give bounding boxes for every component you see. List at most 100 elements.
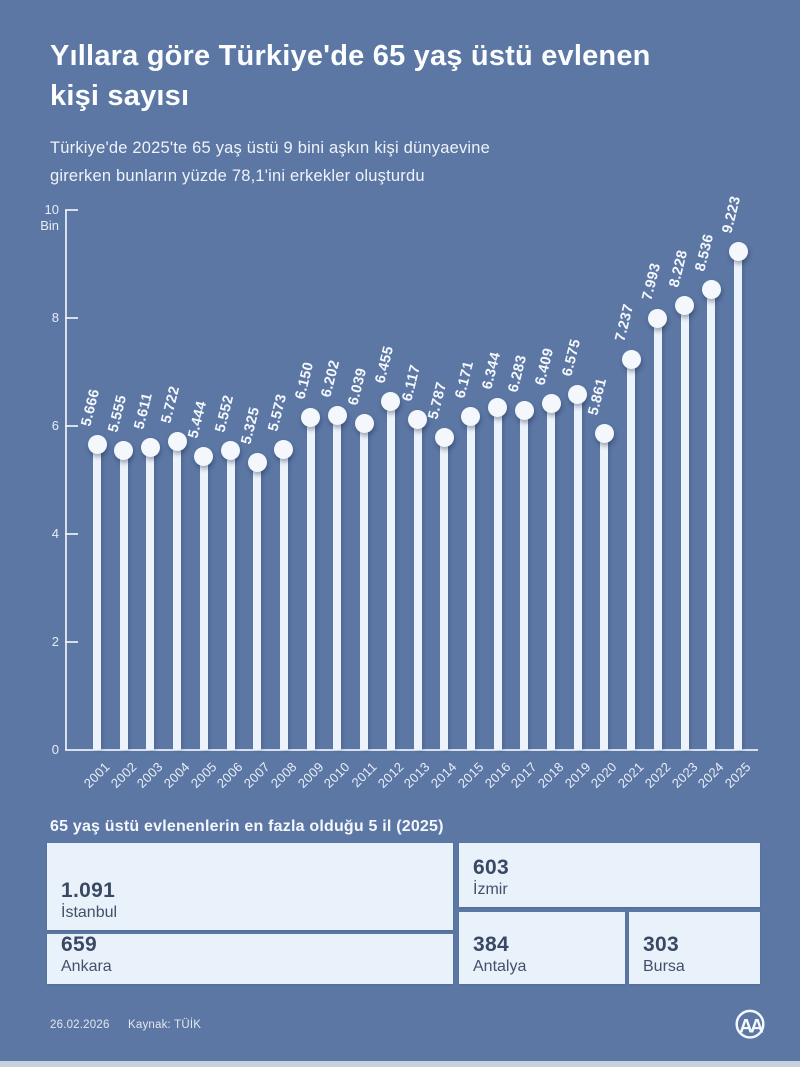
header: Yıllara göre Türkiye'de 65 yaş üstü evle… (50, 36, 760, 190)
lollipop-stick (253, 462, 262, 750)
value-label: 7.237 (612, 302, 638, 343)
lollipop-dot (167, 431, 187, 451)
city-name: İzmir (473, 881, 508, 898)
footer-date: 26.02.2026 (50, 1019, 110, 1031)
city-cell-ankara: 659 Ankara (47, 933, 453, 984)
page-title-line-1: Yıllara göre Türkiye'de 65 yaş üstü evle… (50, 40, 651, 72)
value-label: 6.039 (345, 366, 371, 408)
lollipop-stick (146, 447, 155, 750)
x-tick-label: 2018 (534, 759, 567, 791)
lollipop-stick (199, 456, 208, 750)
value-label: 6.344 (479, 350, 504, 391)
y-tick-label: 6 (51, 418, 59, 433)
value-label: 6.150 (292, 360, 317, 402)
lollipop-stick (573, 394, 582, 750)
value-label: 7.993 (639, 261, 665, 302)
lollipop-dot (114, 440, 134, 460)
subtitle-line-1: Türkiye'de 2025'te 65 yaş üstü 9 bini aş… (50, 139, 491, 157)
x-tick-label: 2005 (187, 759, 220, 791)
value-label: 8.536 (692, 232, 718, 273)
value-label: 6.283 (505, 353, 531, 395)
value-label: 8.228 (666, 248, 691, 290)
y-tick-label: 4 (51, 526, 59, 541)
x-tick-label: 2019 (561, 759, 594, 791)
city-name: İstanbul (61, 904, 118, 921)
city-cell-text: 659 Ankara (61, 933, 112, 977)
y-tick-label: 2 (51, 634, 59, 649)
city-cell-text: 603 İzmir (473, 856, 509, 900)
lollipop-stick (93, 444, 101, 750)
value-label: 6.171 (452, 359, 478, 401)
x-tick-label: 2021 (614, 759, 647, 791)
lollipop-stick (226, 450, 235, 750)
subtitle-line-2: girerken bunların yüzde 78,1'ini erkekle… (50, 167, 425, 185)
x-tick-label: 2015 (454, 759, 487, 791)
y-tick (65, 317, 78, 319)
value-label: 5.666 (78, 387, 104, 428)
city-cell-text: 384 Antalya (473, 933, 526, 977)
city-name: Ankara (61, 958, 112, 975)
value-label: 6.409 (532, 346, 558, 388)
lollipop-stick (680, 305, 689, 750)
lollipop-stick (279, 449, 288, 750)
lollipop-stick (600, 433, 609, 750)
city-value: 384 (473, 933, 509, 956)
x-tick-label: 2022 (641, 759, 674, 791)
footer-source: Kaynak: TÜİK (128, 1019, 202, 1031)
lollipop-dot (594, 424, 614, 443)
lollipop-stick (466, 416, 475, 750)
page-title-line-2: kişi sayısı (50, 80, 190, 112)
x-tick-label: 2023 (668, 759, 701, 791)
y-tick-label: 10 (44, 202, 59, 217)
y-tick (65, 425, 78, 427)
lollipop-dot (461, 407, 481, 427)
lollipop-dot (701, 279, 721, 299)
anadolu-agency-logo-icon: AA (731, 1007, 769, 1047)
bottom-strip (0, 1061, 800, 1067)
lollipop-dot (247, 452, 267, 472)
value-label: 5.552 (212, 393, 237, 434)
lollipop-stick (413, 419, 422, 750)
value-label: 5.573 (265, 392, 291, 433)
x-tick-label: 2004 (160, 759, 193, 791)
lollipop-dot (488, 397, 508, 417)
value-label: 5.325 (238, 405, 264, 446)
y-tick (65, 209, 78, 211)
x-tick-label: 2011 (348, 759, 380, 791)
x-tick-label: 2007 (240, 759, 273, 791)
city-cell-text: 1.091 İstanbul (61, 879, 117, 923)
value-label: 5.861 (585, 376, 611, 418)
city-cell-istanbul: 1.091 İstanbul (47, 843, 453, 930)
lollipop-stick (547, 403, 556, 750)
lollipop-dot (434, 428, 454, 447)
lollipop-stick (306, 417, 315, 750)
agency-logo-letters: AA (739, 1017, 764, 1038)
city-value: 659 (61, 933, 97, 956)
lollipop-stick (653, 318, 662, 750)
city-cell-izmir: 603 İzmir (459, 843, 760, 907)
value-label: 6.202 (318, 358, 344, 399)
x-tick-label: 2016 (481, 759, 514, 791)
lollipop-stick (520, 410, 529, 750)
x-tick-label: 2024 (695, 759, 727, 791)
x-tick-label: 2012 (374, 759, 407, 791)
city-value: 603 (473, 856, 509, 879)
lollipop-stick (734, 251, 743, 750)
x-tick-label: 2001 (80, 759, 113, 791)
city-value: 1.091 (61, 879, 116, 902)
lollipop-dot (728, 242, 748, 262)
value-label: 5.787 (425, 380, 451, 422)
x-tick-label: 2002 (107, 759, 140, 791)
lollipop-dot (514, 401, 534, 421)
x-axis-line (65, 749, 758, 751)
lollipop-dot (87, 434, 107, 454)
lollipop-dot (541, 394, 561, 414)
x-tick-label: 2010 (321, 759, 353, 791)
lollipop-stick (173, 441, 182, 750)
lollipop-dot (621, 349, 641, 369)
y-tick (65, 641, 78, 643)
lollipop-dot (221, 440, 241, 460)
y-tick-label: 8 (51, 310, 59, 325)
